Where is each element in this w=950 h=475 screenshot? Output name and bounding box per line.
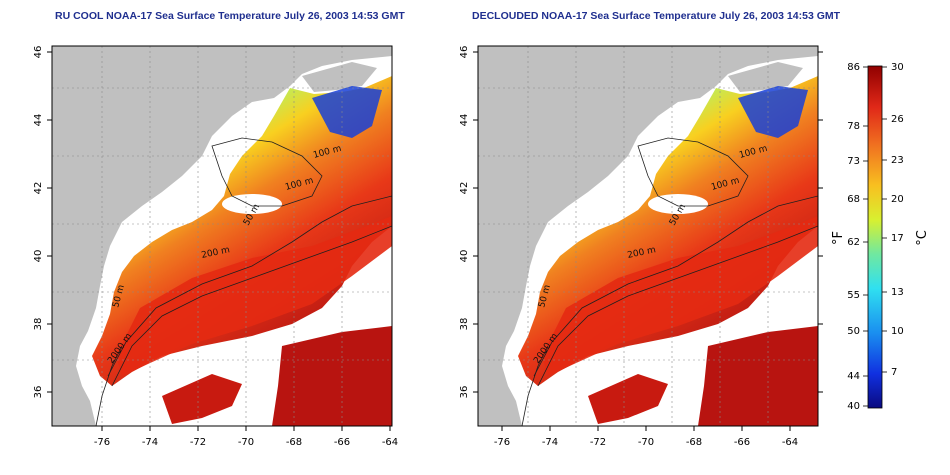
colorbar-f-tick: 50 xyxy=(847,326,860,337)
colorbar-f-tick: 78 xyxy=(847,121,860,132)
colorbar-c-tick: 30 xyxy=(891,62,904,73)
colorbar-gradient xyxy=(867,65,883,409)
colorbar-f-tick: 40 xyxy=(847,401,860,412)
lat-tick-label: 38 xyxy=(33,318,44,331)
right-map-title: DECLOUDED NOAA-17 Sea Surface Temperatur… xyxy=(472,10,841,22)
lon-tick-label: -66 xyxy=(734,437,750,448)
lon-tick-label: -72 xyxy=(190,437,206,448)
right-map: 100 m 100 m 50 m 200 m 50 m 2000 m xyxy=(477,45,819,427)
lon-tick-label: -72 xyxy=(590,437,606,448)
lat-tick-label: 36 xyxy=(33,386,44,399)
lon-tick-label: -76 xyxy=(94,437,110,448)
lon-tick-label: -70 xyxy=(638,437,654,448)
lat-tick-label: 40 xyxy=(459,250,470,263)
colorbar-c-tick: 17 xyxy=(891,233,904,244)
colorbar-c-unit: °C xyxy=(915,230,930,246)
lon-tick-label: -68 xyxy=(686,437,702,448)
colorbar: 40 44 50 55 62 68 73 78 86 7 10 13 17 20… xyxy=(831,62,930,412)
lat-tick-label: 42 xyxy=(33,182,44,195)
colorbar-c-tick: 10 xyxy=(891,326,904,337)
lon-tick-label: -70 xyxy=(238,437,254,448)
colorbar-f-tick: 62 xyxy=(847,237,860,248)
lat-tick-label: 36 xyxy=(459,386,470,399)
left-map: 100 m 100 m 50 m 200 m 50 m 2000 m xyxy=(51,45,393,427)
colorbar-f-tick: 44 xyxy=(847,371,860,382)
colorbar-f-tick: 68 xyxy=(847,194,860,205)
lat-tick-label: 44 xyxy=(459,114,470,127)
colorbar-f-tick: 86 xyxy=(847,62,860,73)
colorbar-c-tick: 13 xyxy=(891,287,904,298)
lon-tick-label: -64 xyxy=(782,437,798,448)
lon-tick-label: -66 xyxy=(334,437,350,448)
colorbar-c-tick: 26 xyxy=(891,114,904,125)
colorbar-f-tick: 73 xyxy=(847,156,860,167)
lat-tick-label: 38 xyxy=(459,318,470,331)
left-map-title: RU COOL NOAA-17 Sea Surface Temperature … xyxy=(55,10,405,22)
lat-tick-label: 46 xyxy=(33,46,44,59)
colorbar-c-tick: 23 xyxy=(891,155,904,166)
colorbar-f-unit: °F xyxy=(831,231,846,245)
lon-tick-label: -64 xyxy=(382,437,398,448)
colorbar-c-tick: 7 xyxy=(891,367,897,378)
lon-tick-label: -74 xyxy=(142,437,158,448)
colorbar-c-tick: 20 xyxy=(891,194,904,205)
lat-tick-label: 46 xyxy=(459,46,470,59)
lon-tick-label: -68 xyxy=(286,437,302,448)
lon-tick-label: -74 xyxy=(542,437,558,448)
left-map-axes: -76 -74 -72 -70 -68 -66 -64 36 38 40 42 … xyxy=(33,46,398,448)
lat-tick-label: 44 xyxy=(33,114,44,127)
right-map-axes: -76 -74 -72 -70 -68 -66 -64 36 38 40 42 … xyxy=(459,46,823,448)
lat-tick-label: 42 xyxy=(459,182,470,195)
colorbar-f-tick: 55 xyxy=(847,290,860,301)
lat-tick-label: 40 xyxy=(33,250,44,263)
lon-tick-label: -76 xyxy=(494,437,510,448)
